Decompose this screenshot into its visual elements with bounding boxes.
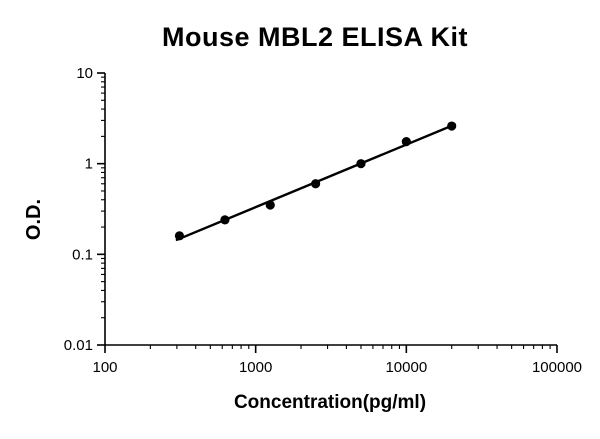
svg-text:10000: 10000	[385, 359, 427, 376]
svg-text:10: 10	[76, 65, 93, 82]
chart-title: Mouse MBL2 ELISA Kit	[161, 22, 468, 52]
svg-text:1000: 1000	[239, 359, 272, 376]
x-axis-label: Concentration(pg/ml)	[233, 392, 427, 413]
svg-text:0.01: 0.01	[64, 337, 93, 354]
svg-text:0.1: 0.1	[72, 246, 93, 263]
svg-text:100: 100	[92, 359, 117, 376]
svg-text:100000: 100000	[532, 359, 582, 376]
svg-text:1: 1	[85, 156, 93, 173]
